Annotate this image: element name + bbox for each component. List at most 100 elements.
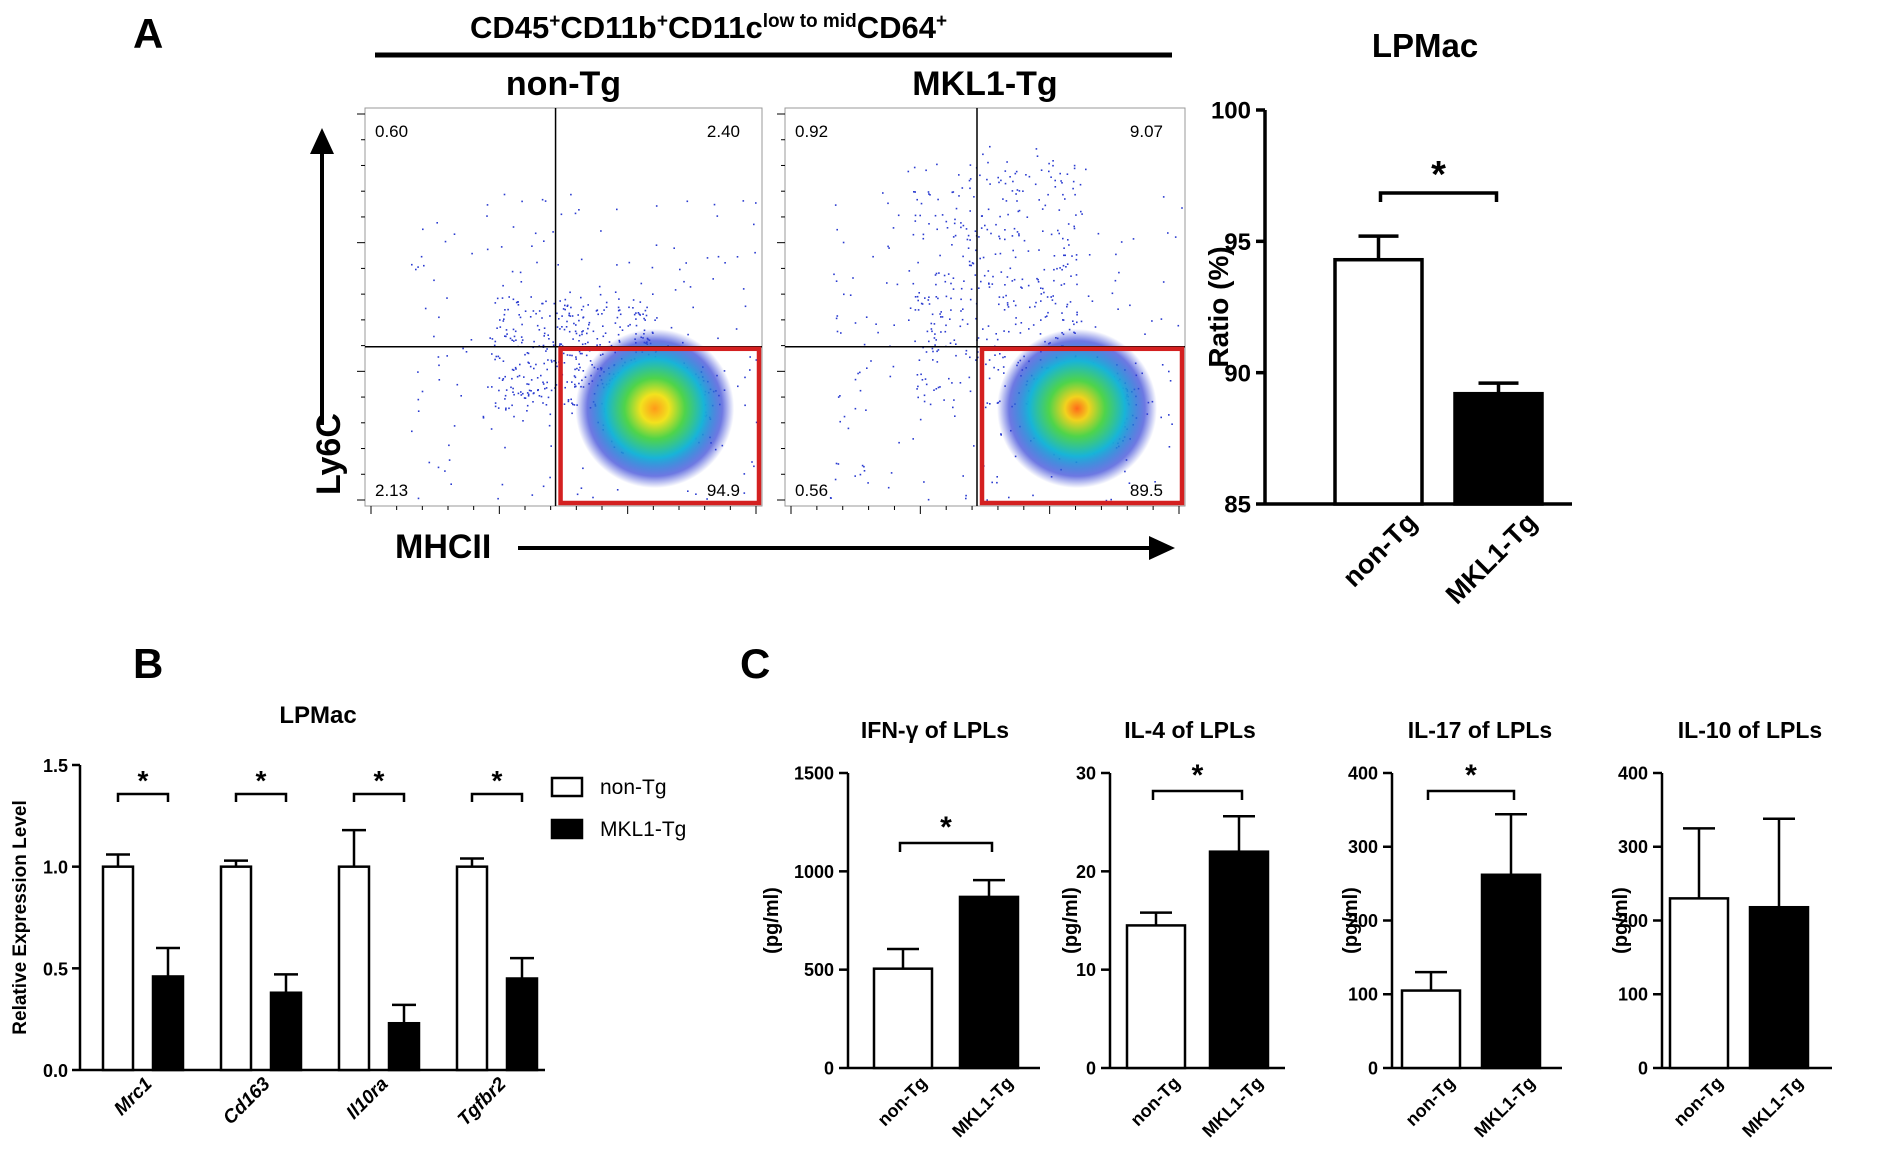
quadrant-value-upper-left: 0.92: [795, 122, 828, 141]
y-tick-label: 300: [1618, 837, 1648, 857]
gate-label-part: CD11c: [668, 10, 763, 45]
significance-marker: *: [256, 765, 267, 796]
y-tick-label: 1.0: [43, 858, 68, 878]
quadrant-value-lower-right: 89.5: [1130, 481, 1163, 500]
chart-title: LPMac: [279, 702, 356, 729]
flow-plot-title: MKL1-Tg: [912, 65, 1057, 103]
chart-ifng: IFN-γ of LPLs 0 500 1000 1500 (pg/ml) non-Tg MK…: [761, 717, 1040, 1141]
gate-label-part: CD11b: [560, 10, 656, 45]
y-tick-label: 20: [1076, 862, 1096, 882]
flow-plot-density-core: [575, 328, 735, 489]
gate-label-part: CD64: [857, 10, 937, 45]
legend-swatch-non-tg: [550, 776, 584, 798]
chart-title: IL-17 of LPLs: [1408, 717, 1552, 743]
y-tick-label: 200: [1618, 911, 1648, 931]
legend-label-mkl1-tg: MKL1-Tg: [600, 818, 686, 841]
y-tick-label: 0: [1638, 1058, 1648, 1078]
chart-lpmac-expression: LPMac 0.0 0.5 1.0 1.5 Relative Expression Lev…: [10, 702, 686, 1130]
gate-population-label: CD45+CD11b+CD11clow to midCD64+: [470, 10, 947, 45]
bar-non-tg: [1668, 897, 1730, 1070]
panel-c-letter: C: [740, 640, 770, 687]
bar-mkl1-tg: [151, 975, 185, 1072]
significance-bracket: [352, 792, 406, 802]
significance-marker: *: [1431, 154, 1446, 196]
bar-non-tg: [1125, 924, 1187, 1070]
x-category-label: non-Tg: [1127, 1073, 1184, 1130]
significance-bracket: [234, 792, 288, 802]
y-axis-label: (pg/ml): [1610, 887, 1632, 954]
quadrant-value-upper-right: 2.40: [707, 122, 740, 141]
gate-rectangle: [979, 346, 1185, 506]
bar-mkl1-tg: [1480, 873, 1542, 1070]
y-tick-label: 500: [804, 960, 834, 980]
chart-il10: IL-10 of LPLs 0 100 200 300 400 (pg/ml) non-Tg M…: [1610, 717, 1832, 1141]
y-tick-label: 0.5: [43, 959, 68, 979]
bar-non-tg: [1400, 989, 1462, 1070]
y-tick-label: 400: [1618, 763, 1648, 783]
significance-marker: *: [492, 765, 503, 796]
bar-non-tg: [101, 865, 135, 1072]
ly6c-axis-arrow: [310, 128, 334, 425]
bar-mkl1-tg: [269, 991, 303, 1072]
y-axis-label: (pg/ml): [1060, 887, 1082, 954]
chart-title: IL-4 of LPLs: [1124, 717, 1256, 743]
significance-marker: *: [940, 811, 952, 844]
gate-label-part: CD45: [470, 10, 549, 45]
bar-mkl1-tg: [958, 895, 1020, 1070]
chart-il17: IL-17 of LPLs 0 100 200 300 400 (pg/ml) non-Tg M…: [1340, 717, 1562, 1141]
significance-marker: *: [138, 765, 149, 796]
y-tick-label: 300: [1348, 837, 1378, 857]
y-tick-label: 0: [824, 1058, 834, 1078]
flow-plot-non-tg: non-Tg 0.60 2.40 2.13 94.9: [357, 65, 763, 514]
x-category-label: non-Tg: [1337, 507, 1423, 593]
y-tick-label: 100: [1618, 985, 1648, 1005]
significance-marker: *: [374, 765, 385, 796]
gate-label-sup: +: [936, 11, 947, 32]
significance-bracket: [470, 792, 524, 802]
gate-rectangle: [558, 346, 762, 506]
significance-bracket: [1426, 789, 1516, 800]
legend: non-Tg MKL1-Tg: [550, 776, 686, 841]
x-category-label: Mrc1: [110, 1074, 156, 1120]
flow-plots: non-Tg 0.60 2.40 2.13 94.9 MKL1-Tg 0.92 9.07 0.5…: [357, 65, 1186, 514]
y-tick-label: 1500: [794, 763, 834, 783]
mhcii-axis-arrow: [518, 536, 1175, 560]
gate-label-sup: +: [657, 11, 668, 32]
y-tick-label: 1000: [794, 862, 834, 882]
chart-title: IL-10 of LPLs: [1678, 717, 1822, 743]
legend-swatch-mkl1-tg: [550, 818, 584, 840]
x-category-label: MKL1-Tg: [1470, 1073, 1539, 1142]
x-category-label: non-Tg: [1402, 1073, 1459, 1130]
x-category-label: Il10ra: [343, 1073, 393, 1123]
bar-mkl1-tg: [1748, 905, 1810, 1070]
mhcii-axis-label: MHCII: [395, 528, 491, 566]
bar-mkl1-tg: [1208, 850, 1270, 1070]
y-axis-label: Relative Expression Level: [10, 800, 31, 1034]
quadrant-value-lower-right: 94.9: [707, 481, 740, 500]
y-tick-label: 0.0: [43, 1061, 68, 1081]
gate-label-sup: +: [549, 11, 560, 32]
flow-plot-title: non-Tg: [506, 65, 621, 103]
bar-non-tg: [872, 967, 934, 1070]
significance-bracket: [116, 792, 170, 802]
quadrant-value-upper-right: 9.07: [1130, 122, 1163, 141]
bar-non-tg: [337, 865, 371, 1072]
y-tick-label: 90: [1224, 360, 1251, 387]
significance-marker: *: [1192, 759, 1204, 792]
flow-plot-density-core: [997, 328, 1157, 489]
y-tick-label: 100: [1348, 985, 1378, 1005]
chart-title: IFN-γ of LPLs: [861, 717, 1009, 743]
bar-mkl1-tg: [505, 977, 539, 1072]
ly6c-axis-label: Ly6C: [310, 413, 348, 495]
bar-non-tg: [1333, 257, 1424, 506]
bar-non-tg: [455, 865, 489, 1072]
significance-bracket: [1378, 191, 1499, 202]
chart-il4: IL-4 of LPLs 0 10 20 30 (pg/ml) non-Tg MKL1-Tg *: [1060, 717, 1285, 1141]
flow-plot-mkl1-tg: MKL1-Tg 0.92 9.07 0.56 89.5: [777, 65, 1186, 514]
significance-bracket: [1151, 789, 1244, 800]
bar-mkl1-tg: [1453, 391, 1544, 506]
y-axis-label: (pg/ml): [761, 887, 783, 954]
quadrant-value-lower-left: 0.56: [795, 481, 828, 500]
x-category-label: MKL1-Tg: [1738, 1073, 1807, 1142]
